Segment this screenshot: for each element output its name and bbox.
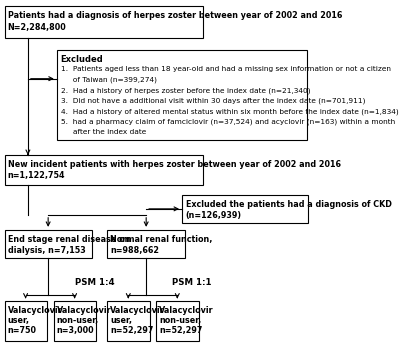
Text: 1.  Patients aged less than 18 year-old and had a missing sex information or not: 1. Patients aged less than 18 year-old a… (60, 66, 390, 72)
Bar (4, 230, 92, 258)
Bar (182, 195, 308, 223)
Text: non-user,: non-user, (159, 316, 202, 325)
Text: 3.  Did not have a additional visit within 30 days after the index date (n=701,9: 3. Did not have a additional visit withi… (60, 98, 365, 104)
Text: 5.  had a pharmacy claim of famciclovir (n=37,524) and acyclovir (n=163) within : 5. had a pharmacy claim of famciclovir (… (60, 119, 395, 125)
Text: Valacyclovir: Valacyclovir (8, 307, 62, 316)
Text: 4.  Had a history of altered mental status within six month before the index dat: 4. Had a history of altered mental statu… (60, 108, 398, 115)
Bar (54, 301, 96, 341)
Text: user,: user, (8, 316, 30, 325)
Text: (n=126,939): (n=126,939) (186, 211, 242, 220)
Text: Normal renal function,: Normal renal function, (110, 235, 213, 244)
Bar (107, 230, 185, 258)
Text: Excluded the patients had a diagnosis of CKD: Excluded the patients had a diagnosis of… (186, 200, 392, 209)
Bar (107, 301, 150, 341)
Text: N=2,284,800: N=2,284,800 (8, 23, 66, 32)
Text: of Taiwan (n=399,274): of Taiwan (n=399,274) (60, 77, 156, 84)
Text: Valacyclovir: Valacyclovir (110, 307, 165, 316)
Text: Valacyclovir: Valacyclovir (57, 307, 111, 316)
Bar (57, 50, 307, 140)
Text: n=52,297: n=52,297 (110, 326, 154, 335)
Text: Patients had a diagnosis of herpes zoster between year of 2002 and 2016: Patients had a diagnosis of herpes zoste… (8, 11, 342, 19)
Text: New incident patients with herpes zoster between year of 2002 and 2016: New incident patients with herpes zoster… (8, 160, 341, 169)
Text: Excluded: Excluded (60, 55, 103, 64)
Text: n=750: n=750 (8, 326, 37, 335)
Bar (4, 6, 203, 38)
Bar (4, 155, 203, 185)
Bar (4, 301, 47, 341)
Text: after the index date: after the index date (60, 129, 146, 135)
Text: n=1,122,754: n=1,122,754 (8, 171, 65, 180)
Text: n=3,000: n=3,000 (57, 326, 94, 335)
Text: n=988,662: n=988,662 (110, 246, 159, 255)
Text: user,: user, (110, 316, 132, 325)
Text: 2.  Had a history of herpes zoster before the index date (n=21,340): 2. Had a history of herpes zoster before… (60, 87, 310, 94)
Text: PSM 1:1: PSM 1:1 (172, 278, 211, 287)
Text: Valacyclovir: Valacyclovir (159, 307, 214, 316)
Text: PSM 1:4: PSM 1:4 (75, 278, 115, 287)
Text: non-user,: non-user, (57, 316, 99, 325)
Text: dialysis, n=7,153: dialysis, n=7,153 (8, 246, 86, 255)
Text: n=52,297: n=52,297 (159, 326, 203, 335)
Bar (156, 301, 199, 341)
Text: End stage renal disease on: End stage renal disease on (8, 235, 130, 244)
